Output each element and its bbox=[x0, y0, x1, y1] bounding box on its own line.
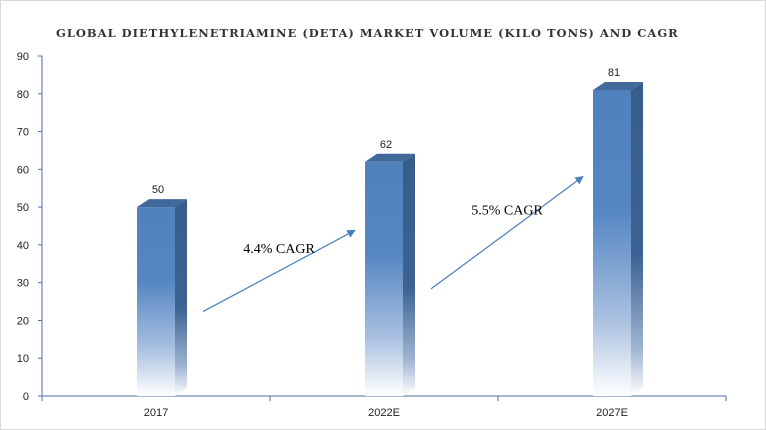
data-label: 62 bbox=[380, 139, 392, 151]
bar-top bbox=[365, 153, 415, 162]
bar-side bbox=[403, 153, 415, 396]
cagr-arrow bbox=[202, 229, 356, 313]
data-label: 50 bbox=[152, 184, 164, 196]
x-tick-label: 2017 bbox=[144, 407, 168, 419]
y-tick-label: 50 bbox=[17, 202, 29, 214]
bar-side bbox=[175, 199, 187, 396]
y-tick-label: 0 bbox=[23, 391, 29, 403]
bar bbox=[137, 207, 175, 396]
bar bbox=[593, 90, 631, 396]
bars: 50 62 81 bbox=[137, 67, 643, 396]
bar bbox=[365, 161, 403, 396]
chart-title: GLOBAL DIETHYLENETRIAMINE (DETA) MARKET … bbox=[56, 26, 679, 40]
y-tick-label: 30 bbox=[17, 278, 29, 290]
y-tick-label: 80 bbox=[17, 89, 29, 101]
y-tick-label: 70 bbox=[17, 127, 29, 139]
data-label: 81 bbox=[608, 67, 620, 79]
x-tick-label: 2022E bbox=[368, 407, 400, 419]
y-tick-label: 10 bbox=[17, 353, 29, 365]
y-tick-label: 20 bbox=[17, 315, 29, 327]
axes: 0 10 20 30 40 50 60 70 80 90 2017 2022E 2027E bbox=[17, 51, 727, 419]
annotations: 4.4% CAGR 5.5% CAGR bbox=[202, 176, 584, 313]
cagr-arrow bbox=[430, 176, 584, 290]
y-tick-label: 60 bbox=[17, 164, 29, 176]
cagr-label: 4.4% CAGR bbox=[243, 242, 315, 257]
cagr-label: 5.5% CAGR bbox=[471, 204, 543, 219]
bar-side bbox=[631, 82, 643, 396]
y-tick-label: 90 bbox=[17, 51, 29, 63]
y-tick-label: 40 bbox=[17, 240, 29, 252]
bar-top bbox=[137, 199, 187, 208]
bar-top bbox=[593, 82, 643, 90]
x-tick-label: 2027E bbox=[596, 407, 628, 419]
